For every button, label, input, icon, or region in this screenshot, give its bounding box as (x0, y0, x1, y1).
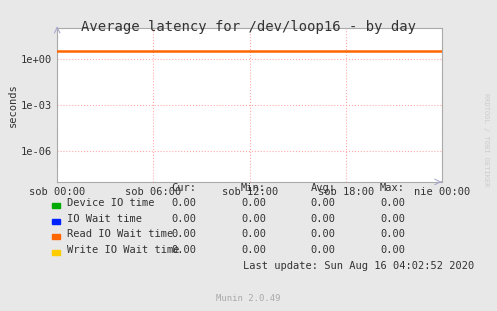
Text: IO Wait time: IO Wait time (67, 214, 142, 224)
Text: Device IO time: Device IO time (67, 198, 155, 208)
Text: 0.00: 0.00 (241, 229, 266, 239)
Text: Last update: Sun Aug 16 04:02:52 2020: Last update: Sun Aug 16 04:02:52 2020 (244, 261, 475, 271)
Text: 0.00: 0.00 (171, 229, 196, 239)
Text: 0.00: 0.00 (380, 198, 405, 208)
Text: 0.00: 0.00 (380, 214, 405, 224)
Text: Min:: Min: (241, 183, 266, 193)
Text: Avg:: Avg: (311, 183, 335, 193)
Text: 0.00: 0.00 (241, 214, 266, 224)
Text: 0.00: 0.00 (171, 214, 196, 224)
Text: 0.00: 0.00 (311, 245, 335, 255)
Text: 0.00: 0.00 (171, 198, 196, 208)
Text: 0.00: 0.00 (311, 214, 335, 224)
Text: RRDTOOL / TOBI OETIKER: RRDTOOL / TOBI OETIKER (483, 93, 489, 187)
Text: Munin 2.0.49: Munin 2.0.49 (216, 294, 281, 303)
Text: Max:: Max: (380, 183, 405, 193)
Text: 0.00: 0.00 (241, 245, 266, 255)
Text: 0.00: 0.00 (311, 198, 335, 208)
Text: Write IO Wait time: Write IO Wait time (67, 245, 179, 255)
Text: 0.00: 0.00 (171, 245, 196, 255)
Text: Read IO Wait time: Read IO Wait time (67, 229, 173, 239)
Text: 0.00: 0.00 (380, 229, 405, 239)
Text: Average latency for /dev/loop16 - by day: Average latency for /dev/loop16 - by day (81, 20, 416, 34)
Text: 0.00: 0.00 (311, 229, 335, 239)
Text: 0.00: 0.00 (241, 198, 266, 208)
Text: Cur:: Cur: (171, 183, 196, 193)
Y-axis label: seconds: seconds (8, 83, 18, 127)
Text: 0.00: 0.00 (380, 245, 405, 255)
